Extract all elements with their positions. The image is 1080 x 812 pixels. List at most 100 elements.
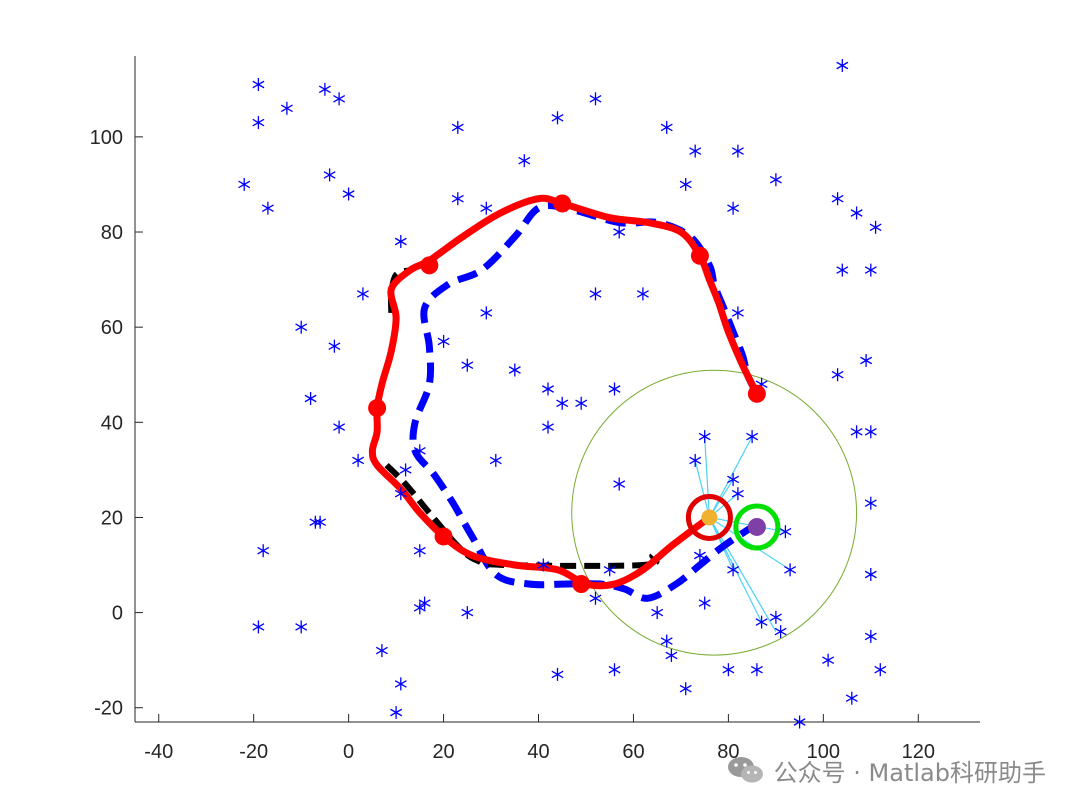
- y-tick-label: 20: [101, 507, 123, 529]
- obstacle-point: [489, 453, 502, 467]
- obstacle-point: [352, 453, 365, 467]
- obstacle-point: [850, 206, 863, 220]
- waypoint-marker: [690, 246, 709, 265]
- wechat-icon: [727, 757, 763, 783]
- obstacle-point: [589, 92, 602, 106]
- obstacle-point: [575, 396, 588, 410]
- obstacle-point: [608, 382, 621, 396]
- obstacle-point: [850, 425, 863, 439]
- waypoint-marker: [553, 194, 572, 213]
- watermark: 公众号 · Matlab科研助手: [726, 752, 1046, 788]
- obstacle-point: [793, 715, 806, 729]
- obstacle-point: [845, 691, 858, 705]
- obstacle-point: [437, 334, 450, 348]
- sensor-ray: [708, 436, 753, 518]
- obstacle-point: [822, 653, 835, 667]
- obstacle-point: [518, 154, 531, 168]
- sensing-range-layer: [571, 369, 858, 656]
- robot-reference-dot: [747, 517, 766, 536]
- obstacle-point: [864, 568, 877, 581]
- obstacle-point: [779, 525, 792, 539]
- obstacle-point: [727, 472, 740, 486]
- obstacle-point: [257, 544, 270, 558]
- obstacle-point: [836, 263, 849, 277]
- obstacle-point: [689, 453, 702, 467]
- robot-layer: [685, 493, 781, 551]
- obstacle-point: [831, 368, 844, 382]
- waypoint-marker: [572, 575, 591, 594]
- robot-reference-ring: [733, 503, 781, 551]
- obstacle-point: [413, 601, 426, 615]
- obstacle-point: [508, 363, 521, 377]
- obstacle-point: [537, 558, 550, 572]
- obstacle-point: [280, 101, 293, 115]
- obstacle-point: [333, 420, 346, 434]
- obstacle-point: [589, 591, 602, 605]
- obstacle-point: [660, 120, 673, 134]
- obstacle-point: [394, 677, 407, 691]
- obstacle-point: [665, 648, 678, 662]
- x-tick-label: 40: [527, 741, 549, 763]
- y-tick-label: -20: [94, 698, 123, 720]
- waypoint-marker: [368, 399, 387, 418]
- obstacle-points-layer: [238, 59, 887, 729]
- obstacle-point: [679, 682, 692, 696]
- obstacle-point: [836, 59, 849, 72]
- y-tick-label: 40: [101, 412, 123, 434]
- obstacle-point: [769, 610, 782, 624]
- sensing-range-circle: [571, 369, 858, 656]
- obstacle-point: [394, 487, 407, 501]
- obstacle-point: [750, 663, 763, 677]
- obstacle-point: [556, 396, 569, 410]
- obstacle-point: [769, 173, 782, 187]
- obstacle-point: [731, 144, 744, 158]
- obstacle-point: [689, 144, 702, 158]
- watermark-text: 公众号 · Matlab科研助手: [773, 758, 1046, 787]
- x-tick-label: -40: [144, 741, 173, 763]
- obstacle-point: [698, 430, 711, 444]
- obstacle-point: [679, 177, 692, 191]
- obstacle-point: [660, 634, 673, 648]
- waypoint-marker: [420, 256, 439, 275]
- obstacle-point: [342, 187, 355, 201]
- obstacle-point: [864, 263, 877, 277]
- obstacle-point: [613, 225, 626, 239]
- obstacle-point: [318, 82, 331, 96]
- obstacle-point: [252, 116, 265, 130]
- obstacle-point: [399, 463, 412, 477]
- robot-actual-dot: [701, 509, 718, 526]
- obstacle-point: [864, 496, 877, 510]
- obstacle-point: [461, 606, 474, 620]
- obstacle-point: [238, 177, 251, 191]
- sensor-ray: [704, 436, 711, 518]
- obstacle-point: [589, 287, 602, 301]
- y-tick-label: 0: [112, 603, 123, 625]
- sensor-ray: [709, 516, 791, 571]
- x-tick-label: 120: [902, 741, 935, 763]
- obstacle-point: [746, 430, 759, 444]
- y-tick-label: 80: [101, 222, 123, 244]
- obstacle-point: [651, 606, 664, 620]
- obstacle-point: [693, 549, 706, 562]
- obstacle-point: [480, 306, 493, 320]
- y-tick-label: 60: [101, 317, 123, 339]
- obstacle-point: [608, 663, 621, 677]
- obstacle-point: [451, 120, 464, 134]
- obstacle-point: [304, 392, 317, 405]
- obstacle-point: [731, 306, 744, 320]
- obstacle-point: [451, 192, 464, 206]
- obstacle-point: [831, 192, 844, 206]
- obstacle-point: [323, 168, 336, 182]
- obstacle-point: [328, 339, 341, 353]
- obstacle-point: [698, 596, 711, 610]
- obstacle-point: [551, 667, 564, 681]
- obstacle-point: [869, 220, 882, 234]
- obstacle-point: [613, 477, 626, 491]
- obstacle-point: [784, 563, 797, 577]
- obstacle-point: [309, 515, 322, 529]
- obstacle-point: [727, 201, 740, 215]
- axes: -40 -20 0 20 40 60 80 100 120 -20 0 20 40 60 80 100: [90, 56, 980, 763]
- x-tick-label: 100: [807, 741, 840, 763]
- obstacle-point: [333, 92, 346, 106]
